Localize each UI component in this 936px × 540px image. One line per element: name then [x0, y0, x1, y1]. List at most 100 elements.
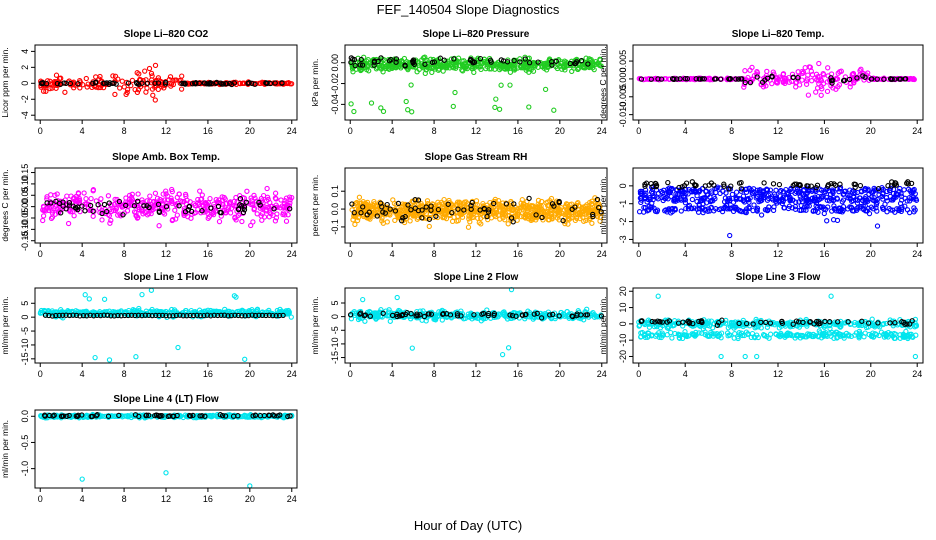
data-point-blue — [758, 212, 765, 218]
data-point-magenta — [46, 207, 52, 214]
data-point-black — [364, 212, 370, 218]
data-point-red — [148, 70, 155, 77]
scatter-points — [636, 60, 917, 98]
data-point-green — [591, 66, 597, 73]
data-point-green — [409, 109, 415, 115]
data-point-orange — [497, 216, 503, 222]
y-tick-label: -1 — [618, 200, 628, 208]
x-tick-label: 12 — [773, 369, 783, 379]
data-point-black — [249, 80, 255, 86]
data-point-black — [90, 80, 96, 86]
x-tick-label: 16 — [513, 249, 523, 259]
data-point-cyan — [903, 328, 909, 335]
data-point-black — [869, 76, 875, 82]
data-point-green — [586, 56, 592, 62]
y-tick-label: -5 — [20, 327, 30, 335]
x-tick-label: 20 — [866, 126, 876, 136]
data-point-black — [358, 210, 364, 216]
scatter-points — [349, 194, 604, 230]
x-tick-label: 16 — [513, 126, 523, 136]
data-point-green — [389, 64, 396, 70]
data-point-black — [229, 81, 235, 88]
data-point-red — [129, 77, 136, 84]
data-point-black — [742, 79, 748, 86]
data-point-black — [241, 204, 248, 210]
data-point-magenta — [98, 196, 104, 202]
x-tick-label: 24 — [287, 126, 297, 136]
data-point-black — [239, 203, 245, 209]
data-point-cyan — [387, 318, 393, 324]
data-point-orange — [466, 213, 472, 219]
data-point-magenta — [769, 80, 775, 87]
data-point-green — [597, 57, 603, 63]
data-point-black — [560, 217, 566, 224]
data-point-black — [395, 200, 402, 207]
x-tick-label: 12 — [471, 126, 481, 136]
data-point-red — [134, 70, 140, 76]
data-point-magenta — [107, 220, 113, 226]
data-point-orange — [589, 220, 595, 226]
data-point-cyan — [869, 316, 875, 322]
x-tick-label: 24 — [912, 126, 922, 136]
data-point-magenta — [160, 191, 166, 197]
data-point-magenta — [129, 191, 135, 197]
data-point-magenta — [285, 212, 291, 218]
data-point-orange — [505, 212, 511, 219]
data-point-orange — [371, 201, 378, 207]
x-tick-label: 0 — [636, 369, 641, 379]
panel-title: Slope Line 3 Flow — [736, 272, 821, 283]
data-point-green — [350, 69, 356, 75]
data-point-black — [235, 206, 242, 212]
data-point-magenta — [233, 217, 239, 223]
data-point-magenta — [802, 65, 808, 71]
data-point-black — [410, 57, 417, 63]
data-point-green — [434, 64, 440, 70]
data-point-black — [101, 80, 108, 86]
data-point-black — [828, 75, 834, 81]
data-point-magenta — [99, 207, 105, 213]
data-point-black — [120, 212, 126, 218]
data-point-magenta — [48, 215, 55, 222]
data-point-black — [795, 75, 801, 81]
data-point-black — [106, 200, 112, 206]
data-point-black — [449, 210, 455, 216]
data-point-green — [535, 64, 541, 70]
data-point-magenta — [40, 203, 47, 210]
y-tick-label: 10 — [618, 303, 628, 313]
data-point-black — [392, 208, 399, 214]
data-point-magenta — [251, 192, 257, 199]
data-point-blue — [860, 203, 866, 209]
data-point-black — [144, 80, 151, 86]
data-point-orange — [367, 216, 373, 222]
data-point-red — [56, 75, 63, 82]
data-point-black — [393, 59, 399, 65]
data-point-orange — [563, 201, 570, 207]
data-point-green — [596, 61, 602, 68]
data-point-black — [371, 62, 377, 68]
data-point-black — [271, 206, 277, 212]
data-point-cyan — [82, 292, 88, 298]
data-point-black — [549, 59, 555, 65]
data-point-magenta — [278, 197, 284, 203]
y-axis-label: Licor ppm per min. — [0, 47, 10, 117]
data-point-red — [43, 88, 49, 94]
data-point-cyan — [499, 351, 506, 358]
data-point-magenta — [207, 195, 213, 202]
data-point-black — [374, 213, 380, 219]
data-point-blue — [711, 208, 717, 214]
data-point-black — [682, 76, 688, 82]
data-point-black — [598, 209, 604, 215]
data-point-black — [842, 77, 848, 84]
x-tick-label: 8 — [729, 126, 734, 136]
data-point-black — [445, 201, 451, 207]
panel-title: Slope Gas Stream RH — [425, 152, 528, 163]
data-point-black — [677, 76, 683, 82]
data-point-magenta — [211, 201, 217, 207]
data-point-black — [477, 55, 484, 62]
data-point-green — [478, 59, 485, 65]
data-point-magenta — [161, 211, 168, 217]
data-point-red — [167, 74, 174, 80]
data-point-black — [257, 202, 263, 208]
data-point-green — [401, 55, 408, 62]
y-tick-label: -20 — [618, 350, 628, 363]
